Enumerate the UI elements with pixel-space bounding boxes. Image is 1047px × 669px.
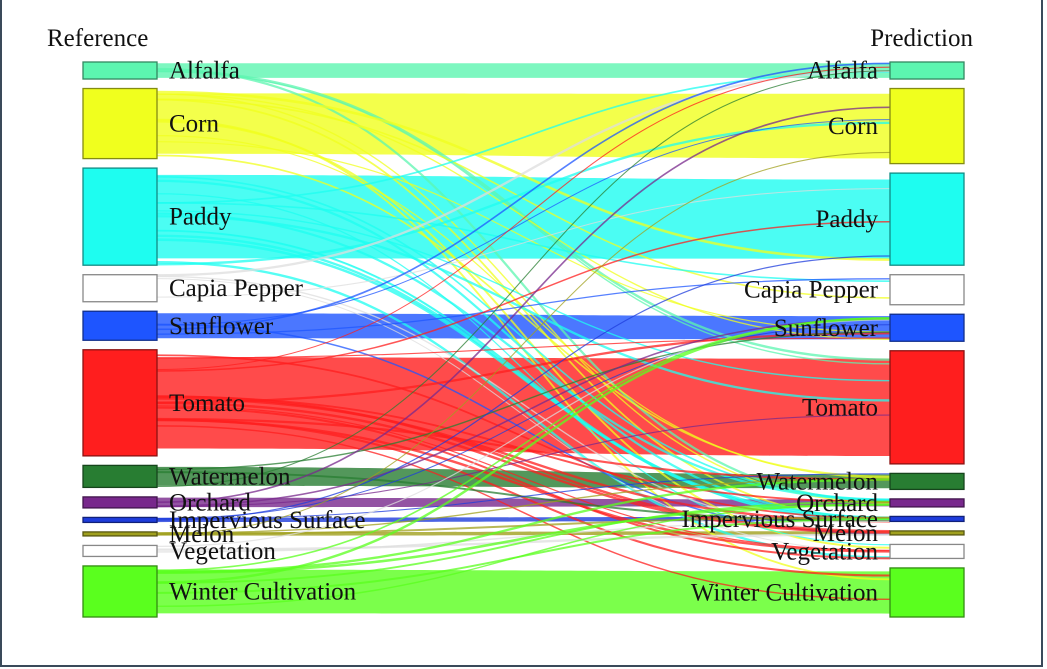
- reference-label-alfalfa: Alfalfa: [169, 58, 240, 85]
- prediction-node-sunflower[interactable]: [889, 313, 965, 342]
- misclassification-flow: [156, 98, 891, 299]
- flow-alfalfa: [157, 63, 890, 78]
- reference-label-tomato: Tomato: [169, 390, 245, 417]
- reference-axis-title: Reference: [47, 25, 148, 52]
- misclassification-flow: [156, 478, 891, 574]
- misclassification-flow: [156, 141, 891, 333]
- misclassification-flow: [156, 318, 891, 507]
- reference-node-vegetation[interactable]: [82, 544, 158, 558]
- misclassification-flow: [156, 406, 891, 560]
- prediction-node-winter-cultivation[interactable]: [889, 567, 965, 618]
- reference-node-tomato[interactable]: [82, 349, 158, 457]
- misclassification-flow: [156, 518, 891, 594]
- misclassification-flow: [156, 425, 891, 601]
- prediction-node-tomato[interactable]: [889, 350, 965, 465]
- reference-label-orchard: Orchard: [169, 489, 251, 516]
- misclassification-flow: [156, 66, 891, 371]
- prediction-label-orchard: Orchard: [796, 490, 878, 517]
- prediction-node-melon[interactable]: [889, 530, 965, 536]
- prediction-node-capia-pepper[interactable]: [889, 274, 965, 306]
- misclassification-flow: [156, 473, 891, 520]
- prediction-node-alfalfa[interactable]: [889, 61, 965, 80]
- reference-label-capia-pepper: Capia Pepper: [169, 275, 304, 302]
- prediction-label-melon: Melon: [813, 520, 879, 547]
- flow-layer: [156, 62, 891, 614]
- misclassification-flow: [156, 260, 891, 559]
- reference-node-winter-cultivation[interactable]: [82, 565, 158, 618]
- reference-label-impervious-surface: Impervious Surface: [169, 507, 365, 534]
- misclassification-flow: [156, 401, 891, 534]
- prediction-label-capia-pepper: Capia Pepper: [744, 277, 879, 304]
- misclassification-flow: [156, 70, 891, 488]
- misclassification-flow: [156, 220, 891, 372]
- misclassification-flow: [156, 121, 891, 266]
- misclassification-flow: [156, 503, 891, 574]
- label-layer: Reference Prediction Alfalfa Alfalfa Corn C…: [47, 25, 973, 606]
- misclassification-flow: [156, 418, 891, 577]
- reference-node-melon[interactable]: [82, 531, 158, 537]
- prediction-label-impervious-surface: Impervious Surface: [682, 506, 878, 533]
- reference-node-alfalfa[interactable]: [82, 61, 158, 80]
- node-layer: [82, 61, 965, 618]
- reference-label-watermelon: Watermelon: [169, 463, 291, 490]
- prediction-node-orchard[interactable]: [889, 498, 965, 508]
- misclassification-flow: [156, 90, 891, 261]
- prediction-label-vegetation: Vegetation: [771, 538, 878, 565]
- prediction-node-watermelon[interactable]: [889, 472, 965, 491]
- misclassification-flow: [156, 201, 891, 282]
- reference-label-winter-cultivation: Winter Cultivation: [169, 578, 357, 605]
- reference-label-paddy: Paddy: [169, 204, 232, 231]
- misclassification-flow: [156, 500, 891, 584]
- misclassification-flow: [156, 317, 891, 572]
- misclassification-flow: [156, 234, 891, 521]
- misclassification-flow: [156, 119, 891, 326]
- misclassification-flow: [156, 414, 891, 508]
- misclassification-flow: [156, 69, 891, 361]
- prediction-label-watermelon: Watermelon: [756, 468, 878, 495]
- reference-label-sunflower: Sunflower: [169, 313, 274, 340]
- prediction-label-alfalfa: Alfalfa: [807, 58, 878, 85]
- misclassification-flow: [156, 212, 891, 502]
- prediction-node-impervious-surface[interactable]: [889, 515, 965, 523]
- prediction-axis-title: Prediction: [870, 25, 973, 52]
- prediction-label-tomato: Tomato: [802, 394, 878, 421]
- reference-node-paddy[interactable]: [82, 167, 158, 266]
- misclassification-flow: [156, 106, 891, 504]
- reference-node-impervious-surface[interactable]: [82, 516, 158, 524]
- misclassification-flow: [156, 332, 891, 404]
- misclassification-flow: [156, 93, 891, 340]
- misclassification-flow: [156, 478, 891, 534]
- prediction-label-sunflower: Sunflower: [774, 315, 879, 342]
- misclassification-flow: [156, 324, 891, 520]
- reference-label-vegetation: Vegetation: [169, 538, 276, 565]
- flow-capia-pepper: [157, 276, 890, 303]
- reference-label-melon: Melon: [169, 521, 235, 548]
- misclassification-flow: [156, 323, 891, 535]
- prediction-label-winter-cultivation: Winter Cultivation: [691, 579, 879, 606]
- misclassification-flow: [156, 255, 891, 521]
- misclassification-flow: [156, 93, 891, 504]
- misclassification-flow: [156, 151, 891, 536]
- misclassification-flow: [156, 331, 891, 471]
- prediction-label-corn: Corn: [828, 113, 879, 140]
- misclassification-flow: [156, 418, 891, 553]
- reference-node-orchard[interactable]: [82, 496, 158, 509]
- prediction-node-paddy[interactable]: [889, 172, 965, 266]
- misclassification-flow: [156, 69, 891, 277]
- reference-node-watermelon[interactable]: [82, 464, 158, 489]
- misclassification-flow: [156, 215, 891, 402]
- prediction-node-vegetation[interactable]: [889, 543, 965, 560]
- misclassification-flow: [156, 405, 891, 551]
- reference-label-corn: Corn: [169, 111, 220, 138]
- misclassification-flow: [156, 278, 891, 335]
- reference-node-capia-pepper[interactable]: [82, 274, 158, 303]
- misclassification-flow: [156, 62, 891, 331]
- prediction-node-corn[interactable]: [889, 87, 965, 165]
- reference-node-sunflower[interactable]: [82, 310, 158, 341]
- misclassification-flow: [156, 179, 891, 519]
- reference-node-corn[interactable]: [82, 87, 158, 160]
- prediction-label-paddy: Paddy: [816, 206, 879, 233]
